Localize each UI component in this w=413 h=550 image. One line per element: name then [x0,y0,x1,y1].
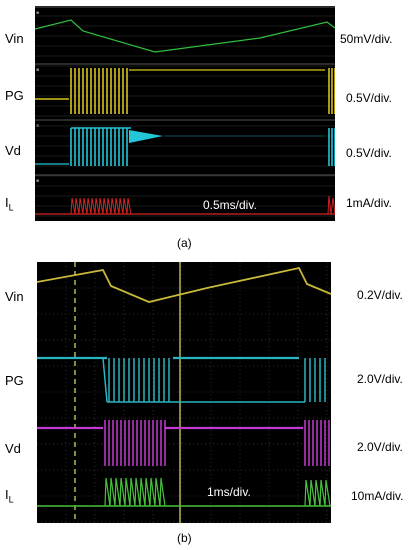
scope-a-traces: ▪▪▪▪ [35,6,335,217]
channel-marker: ▪ [36,67,39,73]
panel-b-pg-label: PG [5,373,24,388]
panel-b-time-scale: 1ms/div. [207,485,251,499]
panel-b-vd-scale: 2.0V/div. [357,440,403,454]
il-ripple [104,477,166,507]
panel-a-il-label: IL [5,195,14,213]
pg-edge [102,357,108,403]
il-ripple [70,197,132,215]
panel-b-vin-label: Vin [5,289,24,304]
panel-a-pg-label: PG [5,88,24,103]
vin-trace [35,19,335,53]
oscilloscope-panel-a: ▪▪▪▪ 0.5ms/div. [35,6,335,221]
panel-b-caption: (b) [177,531,192,545]
channel-marker: ▪ [36,178,39,184]
panel-b-vd-label: Vd [5,441,21,456]
panel-b-vin-scale: 0.2V/div. [357,288,403,302]
vin-trace [37,266,331,303]
channel-marker: ▪ [36,10,39,16]
panel-a-vd-scale: 0.5V/div. [346,146,392,160]
panel-b-pg-scale: 2.0V/div. [357,372,403,386]
il-ripple [327,195,335,215]
vd-decay-spike [129,130,163,143]
panel-a-vin-scale: 50mV/div. [340,32,393,46]
panel-a-time-scale: 0.5ms/div. [203,198,257,212]
panel-a-caption: (a) [177,236,192,250]
panel-a-vin-label: Vin [5,31,24,46]
il-ripple [304,479,331,507]
panel-b-il-label: IL [5,487,14,505]
panel-a-pg-scale: 0.5V/div. [346,91,392,105]
panel-b-il-scale: 10mA/div. [351,489,404,503]
panel-a-vd-label: Vd [5,143,21,158]
oscilloscope-panel-b: 1ms/div. [37,262,331,523]
scope-b-traces [37,262,331,523]
panel-a-il-scale: 1mA/div. [346,196,392,210]
